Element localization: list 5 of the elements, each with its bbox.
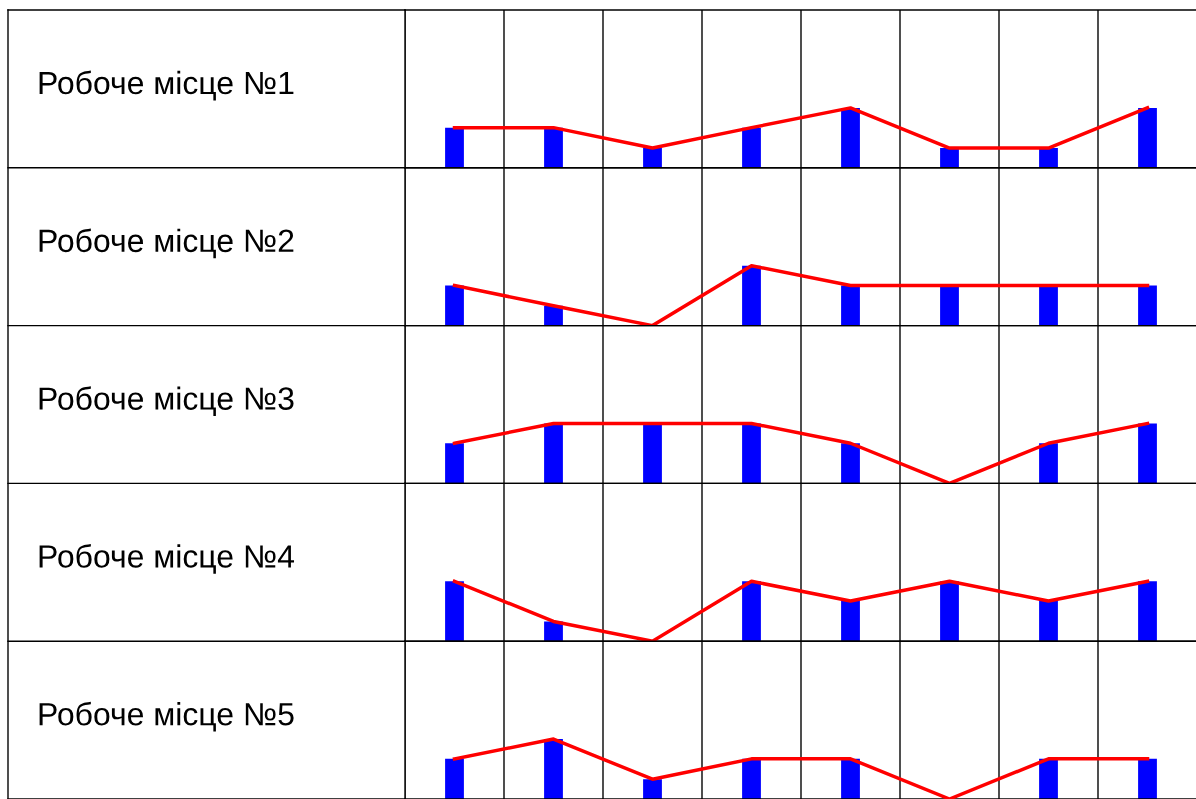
chart-title: Робоче місце №4: [39, 543, 295, 574]
chart-title: Робоче місце №5: [39, 701, 294, 732]
chart-title: Робоче місце №3: [39, 386, 294, 416]
chart-title: Робоче місце №1: [39, 70, 294, 101]
chart-title: Робоче місце №2: [39, 228, 294, 259]
